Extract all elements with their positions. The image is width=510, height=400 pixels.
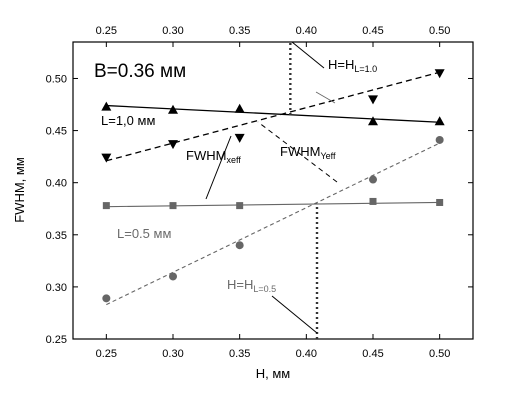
guide-lines: [289, 42, 319, 339]
data-points: [101, 69, 445, 303]
triangle-up-point: [368, 116, 378, 126]
y-tick-label: 0.50: [46, 73, 67, 85]
fwhm-x-sub: xeff: [226, 155, 241, 165]
y-tick-label: 0.25: [46, 334, 67, 346]
circle-point: [102, 294, 111, 303]
ticks: 0.25 0.30 0.35 0.40 0.45 0.50 0.25 0.30 0.35 0.40…: [46, 25, 473, 360]
leader-fwhm-x: [205, 135, 232, 200]
fwhm-y-label: FWHMYeff: [280, 144, 336, 161]
y-tick-label: 0.30: [46, 282, 67, 294]
l05-label: L=0.5 мм: [117, 226, 171, 241]
x-tick-label: 0.25: [96, 348, 117, 360]
x-tick-label: 0.35: [229, 348, 250, 360]
l10-label: L=1,0 мм: [101, 113, 155, 128]
top-tick-label: 0.25: [96, 25, 117, 37]
fit-line: [106, 142, 440, 306]
y-tick-label: 0.45: [46, 126, 67, 138]
top-tick-label: 0.30: [162, 25, 183, 37]
h05-sub: L=0.5: [253, 284, 276, 294]
leader-h05: [271, 295, 318, 334]
h05-label: H=HL=0.5: [227, 277, 276, 294]
top-tick-label: 0.35: [229, 25, 250, 37]
h10-main: H=H: [328, 57, 354, 72]
square-point: [369, 197, 377, 205]
square-point: [102, 202, 110, 210]
fit-line: [106, 104, 440, 123]
fwhm-x-label: FWHMxeff: [186, 148, 241, 165]
x-tick-label: 0.45: [362, 348, 383, 360]
circle-point: [435, 135, 444, 144]
circle-point: [169, 272, 177, 281]
top-tick-label: 0.45: [362, 25, 383, 37]
triangle-up-point: [234, 103, 245, 113]
triangle-down-point: [168, 140, 178, 150]
y-tick-label: 0.40: [46, 178, 67, 190]
square-point: [436, 198, 444, 206]
fit-lines: [106, 71, 440, 306]
plot-frame: [72, 41, 474, 340]
h05-main: H=H: [227, 277, 253, 292]
fit-line: [106, 71, 440, 162]
x-tick-label: 0.40: [296, 348, 317, 360]
triangle-down-point: [101, 153, 112, 163]
fwhm-y-sub: Yeff: [320, 151, 336, 161]
fwhm-x-main: FWHM: [186, 148, 226, 163]
leader-h10-tick: [315, 91, 336, 104]
leader-lines: [205, 41, 338, 334]
top-tick-label: 0.50: [429, 25, 450, 37]
triangle-down-point: [234, 133, 245, 143]
x-tick-label: 0.30: [162, 348, 183, 360]
x-tick-label: 0.50: [429, 348, 450, 360]
fwhm-y-main: FWHM: [280, 144, 320, 159]
y-axis-title: FWHM, мм: [12, 157, 27, 223]
circle-point: [369, 175, 377, 184]
y-tick-label: 0.35: [46, 230, 67, 242]
square-point: [236, 202, 244, 210]
top-tick-label: 0.40: [296, 25, 317, 37]
triangle-up-point: [434, 116, 445, 126]
h10-label: H=HL=1.0: [328, 57, 377, 74]
leader-h10: [291, 41, 325, 69]
square-point: [169, 202, 177, 210]
title-label: B=0.36 мм: [94, 61, 186, 82]
triangle-up-point: [101, 101, 112, 111]
triangle-down-point: [368, 95, 378, 105]
x-axis-title: H, мм: [256, 366, 291, 381]
triangle-down-point: [434, 69, 445, 79]
h10-sub: L=1.0: [354, 64, 377, 74]
triangle-up-point: [168, 104, 178, 114]
leader-fwhm-y: [257, 121, 338, 183]
circle-point: [235, 241, 244, 250]
fit-line: [106, 201, 440, 208]
